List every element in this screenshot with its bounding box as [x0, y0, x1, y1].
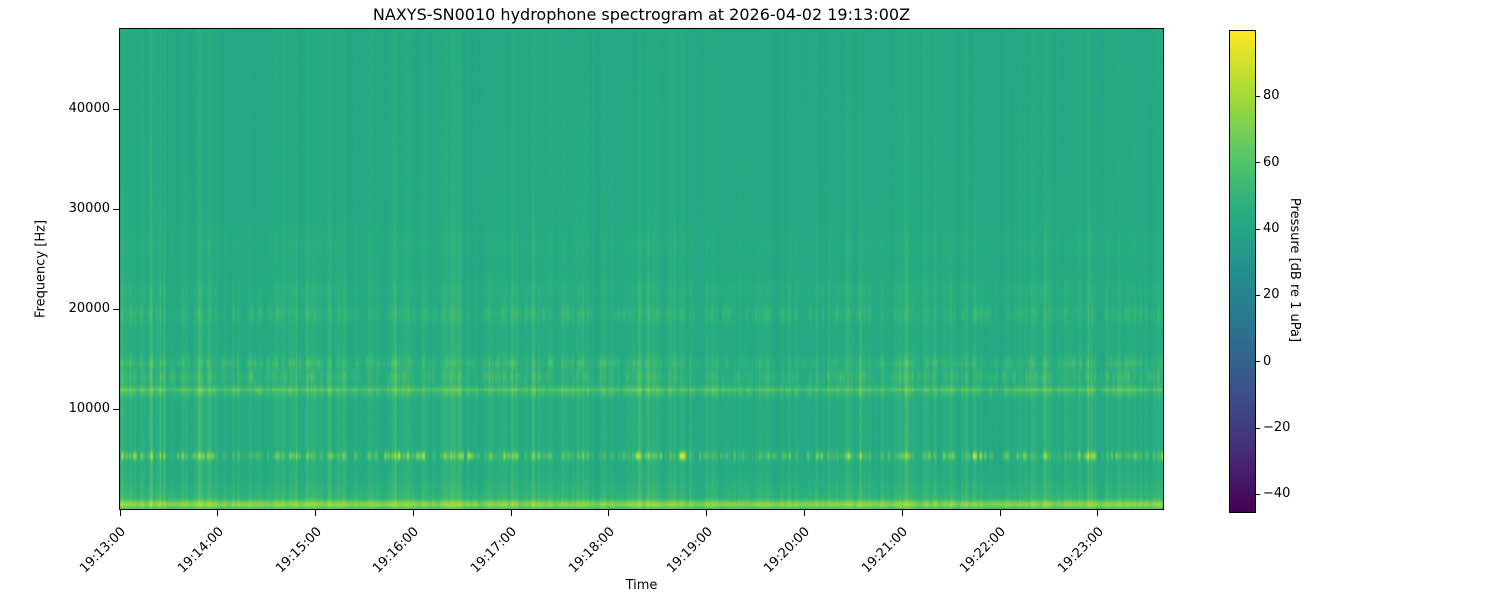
colorbar-tick-label: 40 [1263, 221, 1280, 237]
y-tick-mark [113, 308, 119, 310]
plot-area [119, 28, 1164, 510]
x-tick-label: 19:15:00 [272, 524, 325, 577]
x-tick-mark [315, 510, 317, 516]
y-tick-label: 20000 [68, 301, 110, 316]
x-tick-mark [706, 510, 708, 516]
x-tick-mark [608, 510, 610, 516]
colorbar-tick-mark [1255, 294, 1260, 296]
colorbar-tick-label: 60 [1263, 154, 1280, 170]
x-tick-label: 19:17:00 [468, 524, 521, 577]
y-axis-label: Frequency [Hz] [33, 219, 49, 319]
y-tick-mark [113, 108, 119, 110]
x-tick-label: 19:23:00 [1054, 524, 1107, 577]
x-tick-mark [999, 510, 1001, 516]
x-tick-mark [217, 510, 219, 516]
colorbar-tick-mark [1255, 427, 1260, 429]
x-tick-label: 19:16:00 [370, 524, 423, 577]
x-tick-mark [901, 510, 903, 516]
colorbar-tick-label: −40 [1263, 486, 1291, 502]
x-tick-label: 19:19:00 [663, 524, 716, 577]
colorbar-tick-mark [1255, 493, 1260, 495]
x-tick-label: 19:18:00 [565, 524, 618, 577]
colorbar-tick-label: 80 [1263, 88, 1280, 104]
y-tick-label: 10000 [68, 401, 110, 416]
x-tick-label: 19:21:00 [859, 524, 912, 577]
x-tick-label: 19:20:00 [761, 524, 814, 577]
colorbar-label: Pressure [dB re 1 uPa] [1287, 197, 1302, 343]
colorbar-tick-label: 0 [1263, 353, 1272, 369]
y-tick-mark [113, 208, 119, 210]
x-tick-mark [510, 510, 512, 516]
x-tick-mark [803, 510, 805, 516]
x-tick-mark [412, 510, 414, 516]
plot-title: NAXYS-SN0010 hydrophone spectrogram at 2… [372, 5, 911, 24]
x-tick-mark [119, 510, 121, 516]
colorbar-tick-label: −20 [1263, 420, 1291, 436]
colorbar-tick-mark [1255, 162, 1260, 164]
colorbar-tick-mark [1255, 95, 1260, 97]
x-tick-label: 19:22:00 [957, 524, 1009, 577]
y-tick-label: 30000 [68, 201, 110, 216]
colorbar-tick-mark [1255, 361, 1260, 363]
x-axis-label: Time [625, 578, 658, 593]
x-tick-mark [1097, 510, 1099, 516]
colorbar-tick-label: 20 [1263, 287, 1280, 303]
y-tick-mark [113, 408, 119, 410]
x-tick-label: 19:14:00 [174, 524, 227, 577]
colorbar [1229, 30, 1256, 513]
colorbar-tick-mark [1255, 228, 1260, 230]
x-tick-label: 19:13:00 [77, 524, 129, 577]
y-tick-label: 40000 [68, 101, 110, 116]
spectrogram-image [120, 29, 1163, 509]
